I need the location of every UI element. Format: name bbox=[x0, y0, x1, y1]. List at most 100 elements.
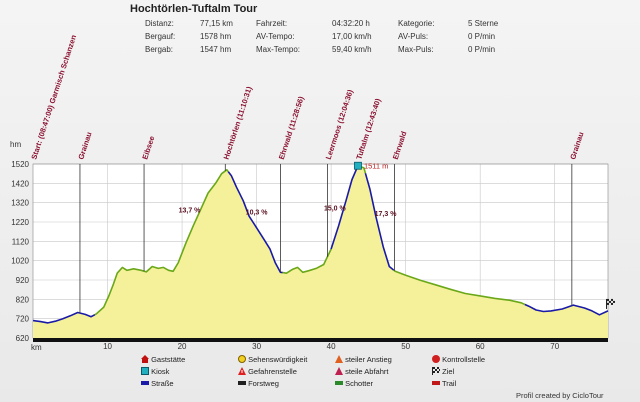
elevation-area bbox=[33, 165, 608, 338]
profile-segment bbox=[330, 165, 359, 250]
legend-label: Trail bbox=[441, 379, 457, 388]
legend-item-ziel: Ziel bbox=[432, 367, 454, 376]
legend-item-kiosk: Kiosk bbox=[141, 367, 169, 376]
checkpoint-icon bbox=[432, 355, 440, 363]
red-line-icon bbox=[432, 381, 440, 385]
profile-segment bbox=[227, 171, 283, 274]
stat-label-max-speed: Max-Tempo: bbox=[256, 45, 301, 54]
stat-label-category: Kategorie: bbox=[398, 19, 435, 28]
y-tick-label: 1220 bbox=[11, 218, 29, 227]
waypoint-label: Eibsee bbox=[140, 135, 156, 161]
x-axis-label: km bbox=[31, 343, 42, 352]
legend-item-forstweg: Forstweg bbox=[238, 379, 279, 388]
flag-square bbox=[607, 298, 609, 301]
legend-item-gefahrenstelle: Gefahrenstelle bbox=[238, 367, 297, 376]
gradient-label: 17,3 % bbox=[375, 211, 398, 218]
finish-flag-icon bbox=[432, 367, 440, 375]
legend-item-steile-abfahrt: steile Abfahrt bbox=[335, 367, 388, 376]
x-tick-label: 50 bbox=[401, 342, 410, 351]
stat-label-distance: Distanz: bbox=[145, 19, 174, 28]
flag-square bbox=[611, 298, 613, 301]
x-tick-label: 20 bbox=[178, 342, 187, 351]
stat-value-descent: 1547 hm bbox=[200, 45, 232, 54]
blue-line-icon bbox=[141, 381, 149, 385]
y-tick-label: 1020 bbox=[11, 257, 29, 266]
house-icon bbox=[141, 355, 149, 363]
gradient-label: 10,3 % bbox=[246, 209, 269, 216]
sight-icon bbox=[238, 355, 246, 363]
stat-label-avg-speed: AV-Tempo: bbox=[256, 32, 295, 41]
credit-text: Profil created by CicloTour bbox=[516, 391, 604, 400]
profile-segment bbox=[94, 169, 229, 316]
profile-area bbox=[33, 165, 608, 338]
y-tick-label: 920 bbox=[16, 276, 30, 285]
waypoint-label: Grainau bbox=[568, 130, 585, 160]
green-line-icon bbox=[335, 381, 343, 385]
stat-value-avg-speed: 17,00 km/h bbox=[332, 32, 372, 41]
flag-square bbox=[611, 302, 613, 305]
flag-square bbox=[609, 300, 611, 303]
waypoint-label: Hochtörlen (11:10:31) bbox=[222, 85, 254, 161]
waypoint-label: Ehrwald bbox=[391, 130, 409, 161]
flag-square bbox=[607, 302, 609, 305]
legend-item-sehenswuerdigkeit: Sehenswürdigkeit bbox=[238, 355, 307, 364]
profile-segment bbox=[32, 311, 96, 324]
profile-line bbox=[32, 164, 609, 324]
x-tick-label: 40 bbox=[327, 342, 336, 351]
x-tick-label: 30 bbox=[252, 342, 261, 351]
stat-label-descent: Bergab: bbox=[145, 45, 174, 54]
legend-label: steiler Anstieg bbox=[345, 355, 392, 364]
stat-label-ascent: Bergauf: bbox=[145, 32, 176, 41]
y-tick-label: 1420 bbox=[11, 179, 29, 188]
stat-label-max-pulse: Max-Puls: bbox=[398, 45, 434, 54]
surface-bar bbox=[33, 338, 608, 342]
waypoint-label: Leermoos (12:04:36) bbox=[324, 88, 355, 161]
flag-pole bbox=[606, 298, 607, 309]
legend-item-kontrollstelle: Kontrollstelle bbox=[432, 355, 485, 364]
stat-value-category: 5 Sterne bbox=[468, 19, 499, 28]
flag-square bbox=[613, 300, 615, 303]
y-axis-label: hm bbox=[10, 140, 22, 149]
y-tick-label: 820 bbox=[16, 295, 30, 304]
legend-item-schotter: Schotter bbox=[335, 379, 373, 388]
legend-label: Gaststätte bbox=[151, 355, 186, 364]
stat-value-avg-pulse: 0 P/min bbox=[468, 32, 496, 41]
page-title: Hochtörlen-Tuftalm Tour bbox=[130, 3, 258, 15]
x-tick-label: 60 bbox=[476, 342, 485, 351]
steep-up-icon bbox=[335, 355, 343, 363]
legend-label: steile Abfahrt bbox=[345, 367, 389, 376]
legend-item-strasse: Straße bbox=[141, 379, 174, 388]
dark-line-icon bbox=[238, 381, 246, 385]
legend-label: Gefahrenstelle bbox=[248, 367, 297, 376]
stat-value-max-speed: 59,40 km/h bbox=[332, 45, 372, 54]
legend-label: Kontrollstelle bbox=[442, 355, 486, 364]
x-tick-label: 70 bbox=[550, 342, 559, 351]
steep-down-icon bbox=[335, 367, 343, 375]
stat-value-distance: 77,15 km bbox=[200, 19, 233, 28]
stat-value-time: 04:32:20 h bbox=[332, 19, 370, 28]
profile-segment bbox=[393, 269, 526, 306]
stat-value-max-pulse: 0 P/min bbox=[468, 45, 496, 54]
legend-item-gaststaette: Gaststätte bbox=[141, 355, 185, 364]
gradient-label: 13,7 % bbox=[179, 207, 202, 214]
legend-label: Schotter bbox=[345, 379, 374, 388]
x-tick-label: 10 bbox=[103, 342, 112, 351]
legend-label: Straße bbox=[151, 379, 174, 388]
y-tick-label: 1520 bbox=[11, 160, 29, 169]
profile-segment bbox=[524, 303, 609, 316]
danger-icon bbox=[238, 367, 246, 375]
legend-item-trail: Trail bbox=[432, 379, 456, 388]
stat-value-ascent: 1578 hm bbox=[200, 32, 232, 41]
legend-label: Forstweg bbox=[248, 379, 279, 388]
gradient-label: 15,0 % bbox=[324, 205, 347, 212]
profile-segment bbox=[282, 248, 332, 274]
y-tick-label: 1120 bbox=[12, 237, 30, 246]
profile-segment bbox=[364, 172, 395, 271]
legend-label: Sehenswürdigkeit bbox=[248, 355, 308, 364]
stat-label-avg-pulse: AV-Puls: bbox=[398, 32, 429, 41]
waypoint-label: Start: (08:47:00) Garmisch Schanzen bbox=[29, 33, 78, 160]
y-tick-label: 620 bbox=[16, 334, 30, 343]
